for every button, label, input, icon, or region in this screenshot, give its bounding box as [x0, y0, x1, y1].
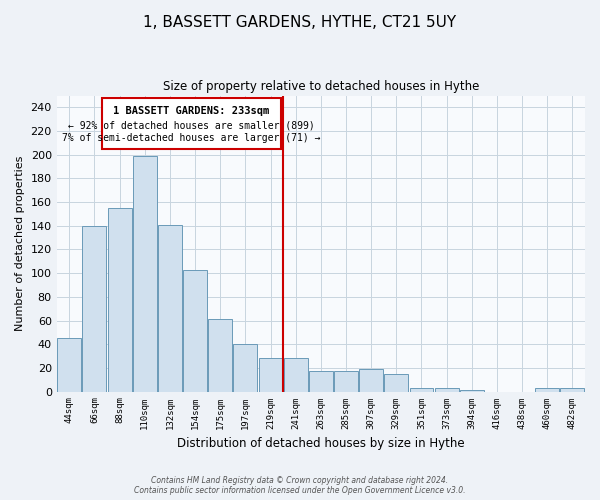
Y-axis label: Number of detached properties: Number of detached properties [15, 156, 25, 331]
Text: Contains HM Land Registry data © Crown copyright and database right 2024.
Contai: Contains HM Land Registry data © Crown c… [134, 476, 466, 495]
Text: 1, BASSETT GARDENS, HYTHE, CT21 5UY: 1, BASSETT GARDENS, HYTHE, CT21 5UY [143, 15, 457, 30]
Bar [208, 320, 232, 392]
Bar [57, 338, 81, 392]
Bar [107, 208, 131, 392]
Bar [359, 369, 383, 392]
Bar [158, 224, 182, 392]
Bar [334, 372, 358, 392]
Bar [259, 358, 283, 392]
Bar [233, 344, 257, 392]
Text: ← 92% of detached houses are smaller (899): ← 92% of detached houses are smaller (89… [68, 120, 314, 130]
Text: 1 BASSETT GARDENS: 233sqm: 1 BASSETT GARDENS: 233sqm [113, 106, 269, 116]
X-axis label: Distribution of detached houses by size in Hythe: Distribution of detached houses by size … [177, 437, 464, 450]
Bar [434, 388, 458, 392]
Bar [82, 226, 106, 392]
Bar [535, 388, 559, 392]
Bar [133, 156, 157, 392]
Bar [183, 270, 207, 392]
Bar [385, 374, 408, 392]
Text: 7% of semi-detached houses are larger (71) →: 7% of semi-detached houses are larger (7… [62, 134, 320, 143]
Title: Size of property relative to detached houses in Hythe: Size of property relative to detached ho… [163, 80, 479, 93]
Bar [460, 390, 484, 392]
Bar [284, 358, 308, 392]
Bar [560, 388, 584, 392]
FancyBboxPatch shape [102, 98, 281, 149]
Bar [309, 372, 333, 392]
Bar [410, 388, 433, 392]
